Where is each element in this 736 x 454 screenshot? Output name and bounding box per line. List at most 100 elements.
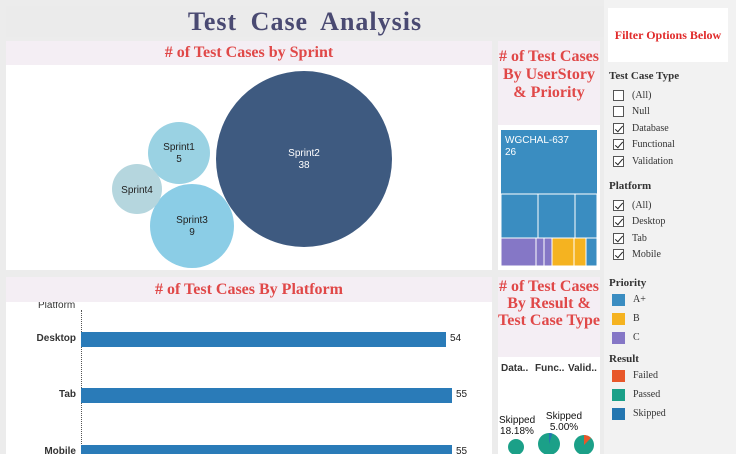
filter-title-platform: Platform: [609, 180, 652, 192]
result-col-data: Data..: [501, 363, 529, 374]
treemap-b-1[interactable]: [551, 237, 575, 267]
bubble-sprint3[interactable]: [150, 184, 234, 268]
priority-legend-c[interactable]: C: [612, 328, 646, 347]
bubble-value-sprint2: 38: [298, 160, 310, 171]
bar-label-mobile: Mobile: [44, 446, 76, 454]
legend-priority-list: A+ B C: [612, 290, 646, 347]
platform-checkbox[interactable]: [613, 232, 624, 244]
bubble-label-sprint1: Sprint1: [163, 142, 195, 153]
filter-test-case-type-list: (All) Null Database Functional Validation: [613, 87, 675, 170]
treemap-b-2[interactable]: [573, 237, 587, 267]
treemap-top-value: 26: [505, 147, 517, 158]
priority-swatch: [612, 312, 625, 325]
tct-checkbox[interactable]: [613, 155, 624, 167]
tct-option-validation[interactable]: Validation: [613, 153, 675, 170]
result-pies: [508, 432, 594, 454]
treemap-c-2[interactable]: [535, 237, 545, 267]
pie-label-func-name: Skipped: [545, 411, 583, 422]
result-swatch: [612, 388, 625, 401]
result-legend-passed[interactable]: Passed: [612, 385, 666, 404]
platform-option-mobile[interactable]: Mobile: [613, 247, 665, 264]
platform-option-tab[interactable]: Tab: [613, 230, 665, 247]
legend-title-result: Result: [609, 353, 639, 365]
pie-data[interactable]: [508, 439, 524, 454]
tct-checkbox[interactable]: [613, 89, 624, 101]
platform-axis-label: Platform: [38, 302, 76, 311]
platform-option-all[interactable]: (All): [613, 197, 665, 214]
platform-option-desktop[interactable]: Desktop: [613, 214, 665, 231]
result-col-func: Func..: [535, 363, 565, 374]
pie-label-func-pct: 5.00%: [549, 422, 579, 433]
result-legend-label: Skipped: [633, 408, 666, 419]
platform-checkbox[interactable]: [613, 249, 624, 261]
legend-title-priority: Priority: [609, 277, 647, 289]
tct-option-functional[interactable]: Functional: [613, 137, 675, 154]
bubble-label-sprint2: Sprint2: [288, 148, 320, 159]
result-swatch: [612, 407, 625, 420]
treemap-a-3[interactable]: [537, 193, 576, 239]
tct-checkbox[interactable]: [613, 122, 624, 134]
priority-swatch: [612, 331, 625, 344]
pie-label-data-pct: 18.18%: [500, 426, 534, 437]
dashboard-title-bar: Test Case Analysis: [6, 6, 604, 37]
tct-option-all[interactable]: (All): [613, 87, 675, 104]
pie-label-data-name: Skipped: [499, 415, 536, 426]
bar-label-tab: Tab: [58, 389, 76, 400]
platform-option-label: Mobile: [632, 249, 661, 261]
result-legend-skipped[interactable]: Skipped: [612, 404, 666, 423]
tct-checkbox[interactable]: [613, 106, 624, 118]
tct-checkbox[interactable]: [613, 139, 624, 151]
bar-mobile[interactable]: [81, 445, 452, 454]
priority-legend-aplus[interactable]: A+: [612, 290, 646, 309]
platform-bar-chart: Platform Desktop 54 Tab 55 Mobile 55: [6, 302, 492, 454]
bubble-sprint1[interactable]: [148, 122, 210, 184]
tct-option-database[interactable]: Database: [613, 120, 675, 137]
tct-option-label: Null: [632, 106, 650, 118]
bar-value-mobile: 55: [456, 446, 468, 454]
bubble-label-sprint4: Sprint4: [121, 185, 153, 196]
platform-option-label: Desktop: [632, 216, 666, 228]
bar-tab[interactable]: [81, 388, 452, 403]
platform-axis-line: [81, 310, 82, 454]
treemap-c-3[interactable]: [543, 237, 553, 267]
page-title: Test Case Analysis: [187, 7, 423, 36]
priority-swatch: [612, 293, 625, 306]
bar-label-desktop: Desktop: [36, 333, 76, 344]
filter-title-test-case-type: Test Case Type: [609, 70, 680, 82]
story-treemap: WGCHAL-637 26: [498, 125, 600, 270]
legend-result-list: Failed Passed Skipped: [612, 366, 666, 423]
bubble-sprint2[interactable]: [216, 71, 392, 247]
pie-functional-skipped[interactable]: [549, 432, 553, 444]
platform-option-label: Tab: [632, 232, 647, 244]
treemap-svg: WGCHAL-637 26: [500, 130, 598, 267]
treemap-a-5[interactable]: [585, 237, 598, 267]
tct-option-label: Functional: [632, 139, 675, 151]
result-legend-failed[interactable]: Failed: [612, 366, 666, 385]
pie-validation-failed[interactable]: [584, 435, 591, 445]
filter-platform-list: (All) Desktop Tab Mobile: [613, 197, 665, 263]
bar-desktop[interactable]: [81, 332, 446, 347]
sprint-bubble-chart: Sprint2 38 Sprint1 5 Sprint3 9 Sprint4: [6, 65, 492, 270]
bubble-label-sprint3: Sprint3: [176, 215, 208, 226]
story-panel-header: # of Test Cases By UserStory & Priority: [498, 41, 600, 125]
result-pie-grid: Data.. Func.. Valid.. Skipped 18.18% Ski…: [498, 357, 600, 454]
platform-checkbox[interactable]: [613, 216, 624, 228]
result-panel-header: # of Test Cases By Result & Test Case Ty…: [498, 277, 600, 357]
priority-legend-b[interactable]: B: [612, 309, 646, 328]
priority-legend-label: A+: [633, 294, 646, 305]
treemap-top-label: WGCHAL-637: [505, 135, 569, 146]
tct-option-label: Database: [632, 122, 669, 134]
result-col-valid: Valid..: [568, 363, 597, 374]
tct-option-label: (All): [632, 89, 652, 101]
platform-checkbox[interactable]: [613, 199, 624, 211]
treemap-c-1[interactable]: [500, 237, 537, 267]
treemap-a-2[interactable]: [500, 193, 539, 239]
tct-option-null[interactable]: Null: [613, 104, 675, 121]
bubble-sprint4[interactable]: [112, 164, 162, 214]
bar-value-tab: 55: [456, 389, 468, 400]
bubble-value-sprint1: 5: [176, 154, 182, 165]
filter-banner: Filter Options Below: [608, 8, 728, 62]
treemap-a-main[interactable]: [501, 130, 597, 194]
treemap-a-4[interactable]: [574, 193, 598, 239]
